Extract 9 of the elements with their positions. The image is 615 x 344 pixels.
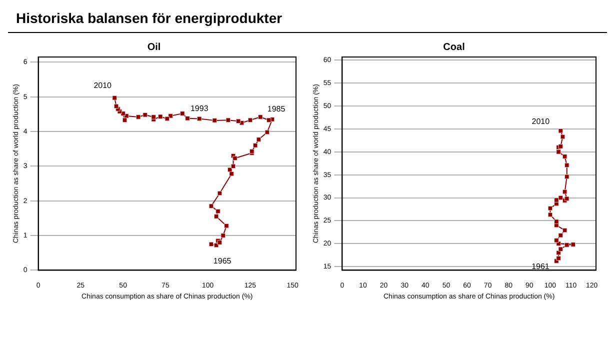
annotation: 1993: [190, 104, 209, 113]
annotation: 1961: [532, 262, 550, 272]
chart-subtitle: Oil: [147, 42, 161, 53]
annotation: 2010: [532, 117, 550, 126]
annotation: 1985: [267, 104, 286, 114]
chart-title: Historiska balansen för energiprodukter: [8, 8, 607, 33]
annotation: 2010: [94, 81, 112, 90]
chart-title: Coal: [443, 42, 466, 53]
annotation: 1965: [213, 256, 232, 266]
